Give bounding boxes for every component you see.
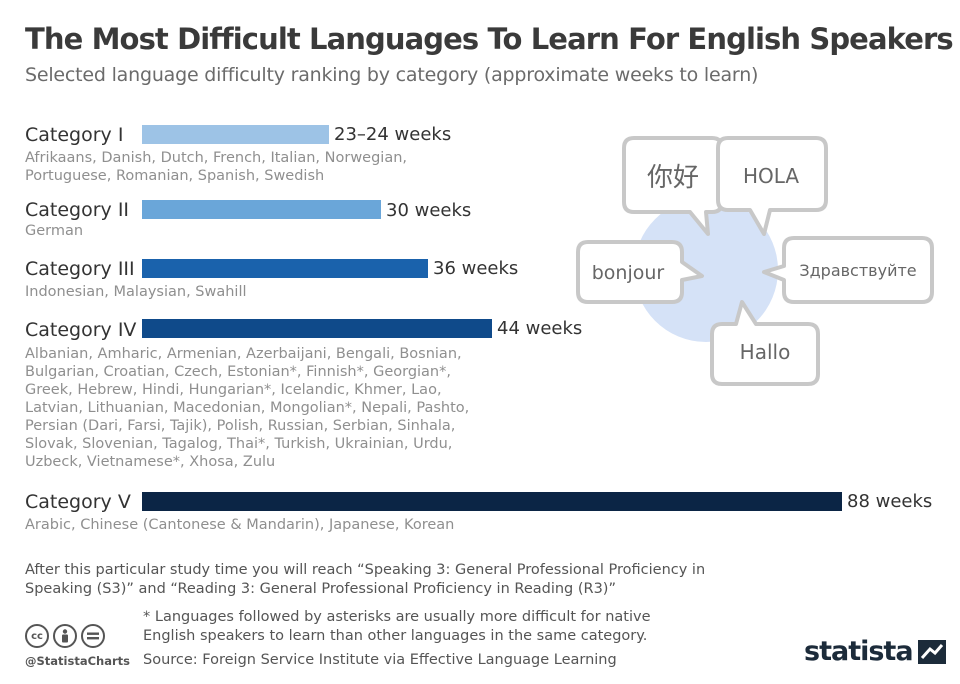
statista-mark-icon bbox=[917, 639, 946, 664]
license-icons: cc bbox=[25, 624, 105, 648]
value-label: 44 weeks bbox=[497, 318, 583, 339]
category-label: Category I bbox=[25, 124, 124, 146]
value-label: 88 weeks bbox=[847, 491, 933, 512]
bubble-text: 你好 bbox=[647, 163, 699, 193]
speech-bubble bbox=[576, 240, 704, 304]
twitter-handle: @StatistaCharts bbox=[25, 654, 130, 668]
no-derivatives-icon bbox=[81, 624, 105, 648]
category-label: Category II bbox=[25, 199, 130, 221]
speech-bubble bbox=[710, 300, 820, 386]
footnote-asterisk: * Languages followed by asterisks are us… bbox=[143, 609, 651, 644]
bubble-text: HOLA bbox=[743, 164, 799, 188]
statista-logo: statista bbox=[804, 636, 946, 667]
bubble-text: Hallo bbox=[740, 340, 791, 364]
language-list: Indonesian, Malaysian, Swahill bbox=[25, 284, 247, 300]
category-label: Category III bbox=[25, 258, 135, 280]
language-list: Arabic, Chinese (Cantonese & Mandarin), … bbox=[25, 517, 455, 533]
speech-bubble bbox=[762, 236, 934, 304]
creative-commons-icon: cc bbox=[25, 624, 49, 648]
bar bbox=[142, 492, 842, 511]
bar bbox=[142, 319, 492, 338]
value-label: 36 weeks bbox=[433, 258, 519, 279]
bar bbox=[142, 125, 329, 144]
bar bbox=[142, 259, 428, 278]
speech-bubble bbox=[716, 136, 828, 236]
source-note: Source: Foreign Service Institute via Ef… bbox=[143, 652, 617, 668]
chart-subtitle: Selected language difficulty ranking by … bbox=[25, 64, 759, 86]
language-list: Albanian, Amharic, Armenian, Azerbaijani… bbox=[25, 346, 470, 470]
category-label: Category IV bbox=[25, 319, 137, 341]
value-label: 23–24 weeks bbox=[334, 124, 452, 145]
language-list: German bbox=[25, 223, 84, 239]
value-label: 30 weeks bbox=[386, 200, 472, 221]
language-list: Afrikaans, Danish, Dutch, French, Italia… bbox=[25, 150, 408, 184]
speech-bubbles-illustration: 你好 HOLA bonjour Здравствуйте Hallo bbox=[576, 136, 934, 386]
brand-name: statista bbox=[804, 636, 914, 667]
chart-title: The Most Difficult Languages To Learn Fo… bbox=[25, 22, 954, 56]
bar bbox=[142, 200, 381, 219]
attribution-icon bbox=[53, 624, 77, 648]
bubble-text: Здравствуйте bbox=[799, 261, 916, 280]
category-label: Category V bbox=[25, 491, 131, 513]
footnote-proficiency: After this particular study time you wil… bbox=[25, 562, 706, 597]
bubble-text: bonjour bbox=[592, 262, 665, 284]
